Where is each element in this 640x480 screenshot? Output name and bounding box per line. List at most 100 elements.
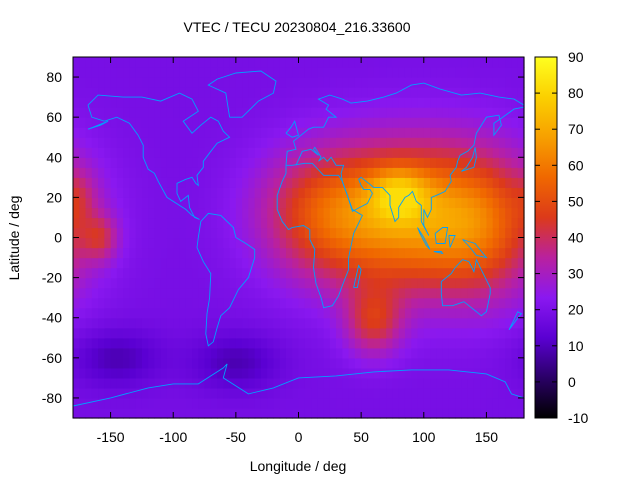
heatmap-cell bbox=[448, 67, 456, 78]
heatmap-cell bbox=[192, 367, 199, 379]
heatmap-cell bbox=[141, 67, 149, 78]
heatmap-cell bbox=[285, 67, 293, 78]
heatmap-cell bbox=[154, 257, 162, 269]
heatmap-cell bbox=[166, 397, 174, 409]
heatmap-cell bbox=[404, 377, 412, 389]
heatmap-cell bbox=[417, 267, 425, 279]
heatmap-cell bbox=[285, 97, 293, 108]
heatmap-cell bbox=[179, 87, 187, 98]
heatmap-cell bbox=[492, 187, 500, 198]
heatmap-cell bbox=[311, 107, 318, 118]
heatmap-cell bbox=[511, 247, 519, 259]
heatmap-cell bbox=[517, 227, 525, 239]
heatmap-cell bbox=[160, 147, 168, 158]
heatmap-cell bbox=[198, 177, 206, 188]
heatmap-cell bbox=[480, 167, 488, 178]
heatmap-cell bbox=[104, 367, 112, 379]
heatmap-cell bbox=[455, 377, 462, 389]
heatmap-cell bbox=[148, 127, 156, 138]
heatmap-cell bbox=[204, 347, 212, 359]
heatmap-cell bbox=[160, 377, 168, 389]
heatmap-cell bbox=[379, 187, 387, 198]
heatmap-cell bbox=[423, 277, 431, 289]
heatmap-cell bbox=[198, 57, 206, 68]
heatmap-cell bbox=[135, 217, 143, 229]
heatmap-cell bbox=[398, 287, 406, 299]
heatmap-cell bbox=[135, 187, 143, 198]
heatmap-cell bbox=[480, 157, 488, 168]
heatmap-cell bbox=[223, 347, 231, 359]
heatmap-cell bbox=[285, 367, 293, 379]
heatmap-cell bbox=[404, 287, 412, 299]
heatmap-cell bbox=[386, 407, 394, 419]
heatmap-cell bbox=[404, 347, 412, 359]
heatmap-cell bbox=[267, 167, 275, 178]
heatmap-cell bbox=[173, 157, 181, 168]
heatmap-cell bbox=[436, 157, 444, 168]
heatmap-cell bbox=[411, 87, 419, 98]
heatmap-cell bbox=[173, 307, 181, 319]
heatmap-cell bbox=[455, 67, 462, 78]
heatmap-cell bbox=[511, 57, 519, 68]
heatmap-cell bbox=[498, 387, 506, 399]
heatmap-cell bbox=[85, 77, 93, 88]
heatmap-cell bbox=[148, 87, 156, 98]
heatmap-cell bbox=[204, 367, 212, 379]
heatmap-cell bbox=[242, 357, 249, 369]
heatmap-cell bbox=[210, 267, 218, 279]
heatmap-cell bbox=[204, 187, 212, 198]
heatmap-cell bbox=[304, 167, 312, 178]
heatmap-cell bbox=[329, 377, 337, 389]
heatmap-cell bbox=[379, 237, 387, 249]
y-tick-label: 60 bbox=[46, 109, 62, 125]
heatmap-cell bbox=[442, 307, 450, 319]
heatmap-cell bbox=[129, 217, 137, 229]
heatmap-cell bbox=[154, 157, 162, 168]
heatmap-cell bbox=[273, 407, 281, 419]
heatmap-cell bbox=[411, 407, 419, 419]
heatmap-cell bbox=[279, 67, 287, 78]
heatmap-cell bbox=[285, 187, 293, 198]
heatmap-cell bbox=[248, 397, 256, 409]
heatmap-cell bbox=[110, 197, 118, 209]
heatmap-cell bbox=[154, 347, 162, 359]
heatmap-cell bbox=[129, 87, 137, 98]
heatmap-cell bbox=[192, 387, 199, 399]
heatmap-cell bbox=[417, 257, 425, 269]
heatmap-cell bbox=[354, 227, 362, 239]
heatmap-cell bbox=[179, 217, 187, 229]
heatmap-cell bbox=[110, 157, 118, 168]
heatmap-cell bbox=[192, 277, 199, 289]
heatmap-cell bbox=[185, 407, 193, 419]
heatmap-cell bbox=[354, 237, 362, 249]
heatmap-cell bbox=[223, 397, 231, 409]
heatmap-cell bbox=[116, 77, 124, 88]
heatmap-cell bbox=[173, 197, 181, 209]
heatmap-cell bbox=[267, 407, 275, 419]
heatmap-cell bbox=[116, 287, 124, 299]
heatmap-cell bbox=[398, 297, 406, 309]
heatmap-cell bbox=[279, 367, 287, 379]
heatmap-cell bbox=[198, 197, 206, 209]
heatmap-cell bbox=[98, 117, 105, 128]
heatmap-cell bbox=[198, 297, 206, 309]
heatmap-cell bbox=[229, 347, 237, 359]
heatmap-cell bbox=[135, 377, 143, 389]
heatmap-cell bbox=[511, 117, 519, 128]
heatmap-cell bbox=[367, 157, 375, 168]
heatmap-cell bbox=[85, 307, 93, 319]
heatmap-cell bbox=[455, 307, 462, 319]
heatmap-cell bbox=[91, 347, 99, 359]
heatmap-cell bbox=[361, 97, 368, 108]
heatmap-cell bbox=[154, 237, 162, 249]
colorbar-tick-label: 10 bbox=[568, 338, 584, 354]
heatmap-cell bbox=[79, 247, 87, 259]
heatmap-cell bbox=[110, 407, 118, 419]
heatmap-cell bbox=[379, 107, 387, 118]
heatmap-cell bbox=[392, 117, 400, 128]
heatmap-cell bbox=[217, 237, 224, 249]
heatmap-cell bbox=[448, 327, 456, 339]
heatmap-cell bbox=[79, 177, 87, 188]
heatmap-cell bbox=[292, 277, 300, 289]
heatmap-cell bbox=[442, 247, 450, 259]
